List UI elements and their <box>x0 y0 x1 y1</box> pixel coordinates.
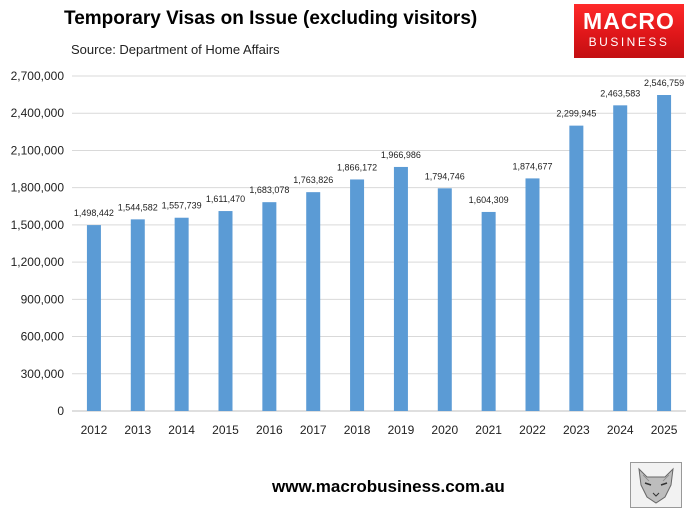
x-tick-label: 2020 <box>431 423 458 437</box>
y-tick-label: 900,000 <box>21 292 65 306</box>
data-label: 1,874,677 <box>512 161 552 171</box>
y-tick-label: 1,500,000 <box>11 218 65 232</box>
bar <box>569 125 584 412</box>
x-tick-label: 2016 <box>256 423 283 437</box>
bar <box>262 202 277 411</box>
x-tick-label: 2018 <box>344 423 371 437</box>
data-label: 1,604,309 <box>469 195 509 205</box>
wolf-icon <box>630 462 682 508</box>
x-tick-label: 2024 <box>607 423 634 437</box>
x-tick-label: 2017 <box>300 423 327 437</box>
x-tick-label: 2014 <box>168 423 195 437</box>
bar <box>218 211 233 411</box>
x-tick-label: 2021 <box>475 423 502 437</box>
logo-line-macro: MACRO <box>583 8 675 34</box>
data-label: 1,794,746 <box>425 171 465 181</box>
bar <box>481 211 496 411</box>
data-label: 1,866,172 <box>337 162 377 172</box>
bar <box>86 225 101 411</box>
bar <box>306 192 321 411</box>
bar <box>350 179 365 411</box>
data-label: 1,544,582 <box>118 202 158 212</box>
website-url: www.macrobusiness.com.au <box>272 477 505 496</box>
data-label: 1,683,078 <box>249 185 289 195</box>
y-tick-label: 2,700,000 <box>11 69 65 83</box>
chart-source: Source: Department of Home Affairs <box>71 42 280 57</box>
bar <box>525 178 540 411</box>
bar <box>174 217 189 411</box>
y-tick-label: 2,400,000 <box>11 106 65 120</box>
x-tick-label: 2019 <box>388 423 415 437</box>
x-tick-label: 2015 <box>212 423 239 437</box>
x-tick-label: 2013 <box>124 423 151 437</box>
x-tick-label: 2023 <box>563 423 590 437</box>
y-tick-label: 1,200,000 <box>11 255 65 269</box>
y-tick-label: 600,000 <box>21 330 65 344</box>
chart-title: Temporary Visas on Issue (excluding visi… <box>64 8 478 29</box>
macrobusiness-logo: MACRO BUSINESS <box>574 4 684 58</box>
data-label: 1,498,442 <box>74 208 114 218</box>
y-tick-label: 300,000 <box>21 367 65 381</box>
data-label: 1,557,739 <box>162 201 202 211</box>
bar <box>393 166 408 411</box>
data-label: 2,546,759 <box>644 78 684 88</box>
data-label: 1,763,826 <box>293 175 333 185</box>
data-label: 2,463,583 <box>600 88 640 98</box>
bar <box>437 188 452 411</box>
bar-chart: 0 300,000 600,000 900,000 1,200,000 1,500,000… <box>11 69 686 437</box>
bar <box>613 105 628 411</box>
x-tick-label: 2012 <box>81 423 108 437</box>
bar <box>130 219 145 411</box>
data-label: 1,966,986 <box>381 150 421 160</box>
y-tick-label: 1,800,000 <box>11 181 65 195</box>
bar <box>657 95 672 411</box>
data-label: 1,611,470 <box>206 194 245 204</box>
x-tick-label: 2022 <box>519 423 546 437</box>
y-tick-label: 0 <box>57 404 64 418</box>
logo-line-business: BUSINESS <box>588 35 670 49</box>
data-label: 2,299,945 <box>556 109 596 119</box>
y-tick-label: 2,100,000 <box>11 143 65 157</box>
x-tick-label: 2025 <box>651 423 678 437</box>
